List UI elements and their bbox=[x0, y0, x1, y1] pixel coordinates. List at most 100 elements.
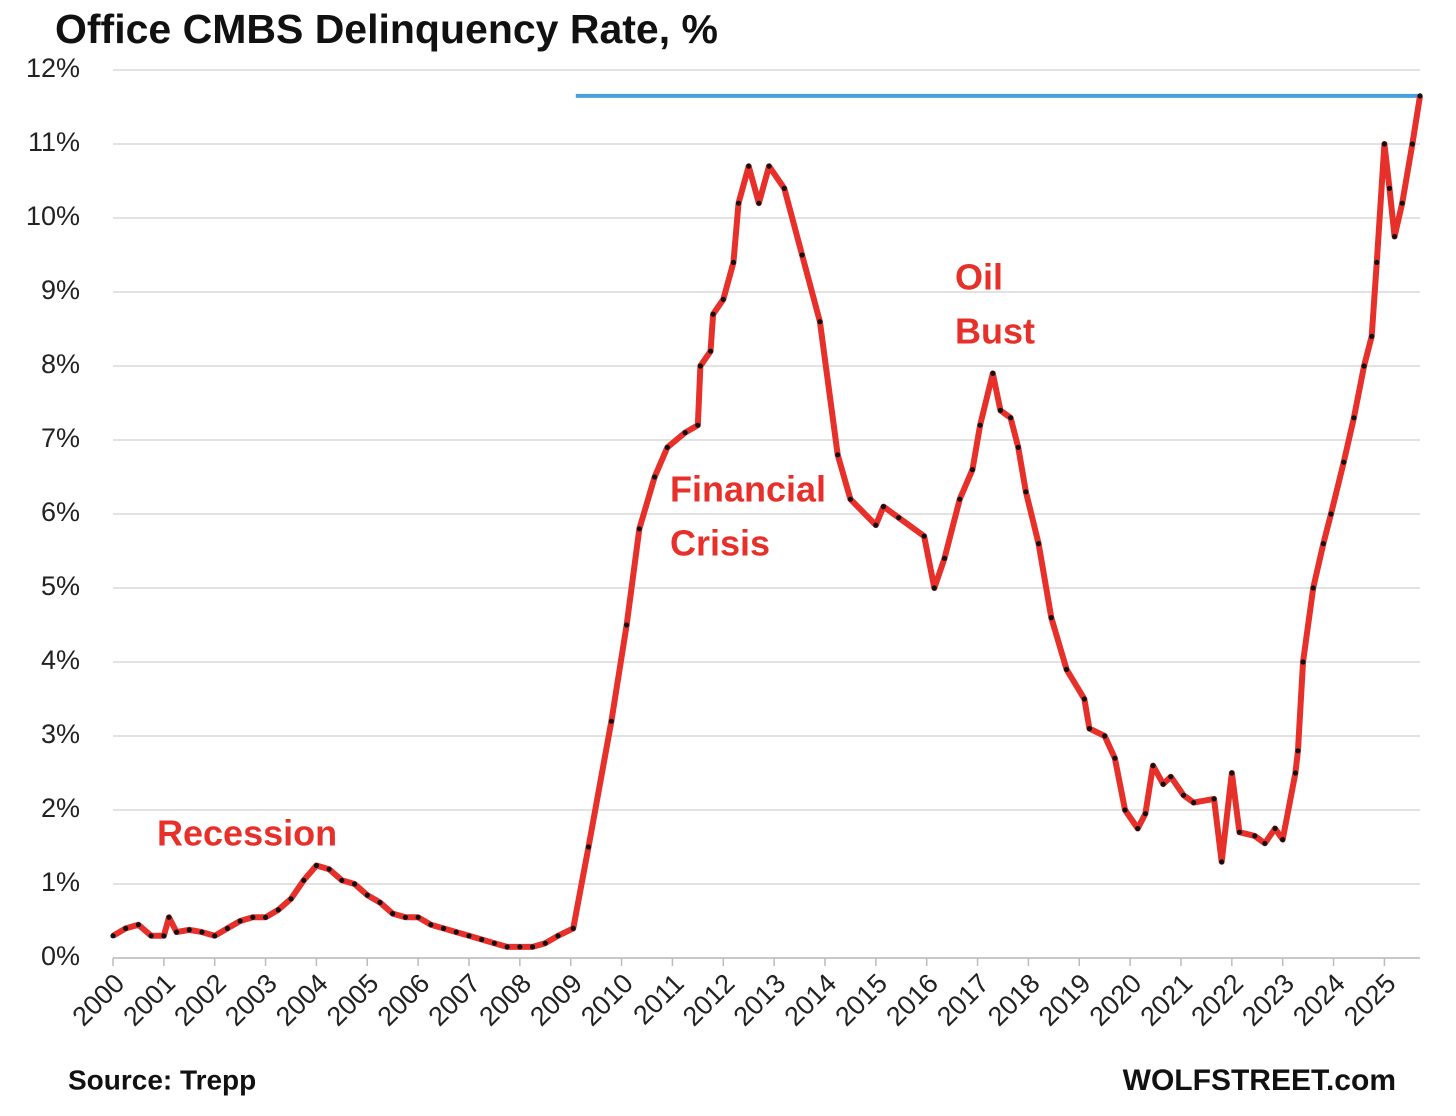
data-point bbox=[313, 862, 320, 869]
data-point bbox=[585, 844, 592, 850]
data-point bbox=[148, 933, 154, 939]
data-point bbox=[1295, 748, 1301, 754]
data-point bbox=[1252, 833, 1258, 839]
x-tick-label: 2003 bbox=[219, 968, 283, 1032]
x-tick-label: 2012 bbox=[677, 968, 741, 1032]
data-point bbox=[799, 252, 805, 258]
y-tick-label: 12% bbox=[26, 53, 80, 83]
data-point bbox=[1280, 837, 1286, 843]
data-point bbox=[262, 914, 269, 920]
data-point bbox=[1320, 541, 1326, 547]
data-point bbox=[730, 259, 737, 265]
x-tick-label: 2007 bbox=[423, 968, 487, 1032]
y-tick-label: 11% bbox=[28, 127, 80, 157]
annotation: Recession bbox=[157, 813, 337, 854]
x-tick-label: 2015 bbox=[829, 968, 893, 1032]
data-point bbox=[123, 925, 129, 932]
source: Source: Trepp bbox=[68, 1064, 256, 1095]
data-point bbox=[1236, 829, 1243, 835]
data-point bbox=[1150, 763, 1156, 769]
data-point bbox=[1086, 726, 1093, 732]
data-point bbox=[1102, 733, 1108, 739]
x-tick-label: 2019 bbox=[1033, 968, 1097, 1032]
y-tick-label: 5% bbox=[41, 571, 80, 601]
x-tick-label: 2018 bbox=[982, 968, 1046, 1032]
data-point bbox=[428, 922, 434, 928]
x-tick-label: 2024 bbox=[1287, 968, 1351, 1032]
data-line bbox=[111, 95, 1423, 950]
data-point bbox=[636, 526, 642, 532]
data-point bbox=[1272, 825, 1278, 832]
x-tick-label: 2005 bbox=[321, 968, 385, 1032]
y-tick-label: 3% bbox=[41, 719, 80, 749]
data-point bbox=[969, 467, 976, 473]
data-point bbox=[1168, 774, 1174, 780]
data-point bbox=[695, 422, 701, 428]
data-point bbox=[166, 914, 172, 920]
data-point bbox=[957, 496, 963, 502]
data-point bbox=[1063, 666, 1070, 673]
data-point bbox=[161, 933, 167, 939]
data-point bbox=[1351, 415, 1357, 421]
data-point bbox=[1008, 415, 1014, 421]
credit: WOLFSTREET.com bbox=[1123, 1064, 1396, 1097]
data-point bbox=[1399, 200, 1405, 206]
data-point bbox=[624, 622, 630, 628]
data-point bbox=[1191, 800, 1197, 806]
data-point bbox=[570, 925, 576, 932]
data-point bbox=[997, 407, 1004, 413]
data-point bbox=[1135, 825, 1141, 832]
data-point bbox=[1310, 585, 1316, 591]
data-point bbox=[1328, 511, 1334, 517]
data-point bbox=[301, 877, 307, 883]
chart-title: Office CMBS Delinquency Rate, % bbox=[55, 6, 718, 52]
data-point bbox=[1229, 770, 1235, 776]
y-tick-label: 1% bbox=[41, 867, 80, 897]
data-point bbox=[491, 940, 498, 946]
annotation: Financial bbox=[670, 469, 826, 510]
data-point bbox=[326, 866, 332, 872]
data-point bbox=[921, 533, 927, 539]
x-tick-label: 2020 bbox=[1084, 968, 1148, 1032]
data-point bbox=[542, 940, 548, 946]
x-tick-label: 2014 bbox=[779, 968, 843, 1032]
data-point bbox=[880, 504, 887, 510]
x-tick-label: 2021 bbox=[1135, 968, 1199, 1032]
x-tick-label: 2000 bbox=[67, 968, 131, 1032]
data-point bbox=[1211, 796, 1217, 802]
y-tick-label: 2% bbox=[41, 793, 80, 823]
data-point bbox=[1035, 541, 1042, 547]
data-point bbox=[364, 892, 370, 898]
data-point bbox=[896, 515, 902, 521]
data-point bbox=[931, 585, 937, 591]
data-point bbox=[847, 496, 854, 502]
annotation: Crisis bbox=[670, 523, 770, 564]
data-point bbox=[1361, 363, 1367, 369]
data-point bbox=[766, 163, 772, 169]
data-point bbox=[529, 944, 536, 950]
y-tick-label: 7% bbox=[41, 423, 80, 453]
data-point bbox=[1374, 259, 1380, 265]
data-point bbox=[288, 896, 294, 902]
data-point bbox=[466, 933, 472, 939]
data-point bbox=[402, 914, 409, 920]
x-tick-label: 2009 bbox=[524, 968, 588, 1032]
y-tick-label: 4% bbox=[41, 645, 80, 675]
data-point bbox=[756, 200, 762, 206]
x-tick-label: 2008 bbox=[473, 968, 537, 1032]
y-tick-label: 6% bbox=[41, 497, 80, 527]
data-point bbox=[1417, 93, 1423, 99]
data-point bbox=[1023, 489, 1029, 495]
data-point bbox=[212, 933, 218, 939]
annotation: Bust bbox=[955, 311, 1035, 352]
data-point bbox=[1180, 792, 1187, 798]
data-point bbox=[735, 200, 742, 206]
data-point bbox=[1381, 141, 1388, 147]
data-point bbox=[415, 914, 421, 920]
data-point bbox=[697, 363, 703, 369]
data-point bbox=[1391, 233, 1398, 240]
data-point bbox=[1081, 696, 1087, 702]
data-point bbox=[835, 452, 841, 458]
data-point bbox=[781, 185, 787, 191]
data-point bbox=[250, 914, 256, 920]
